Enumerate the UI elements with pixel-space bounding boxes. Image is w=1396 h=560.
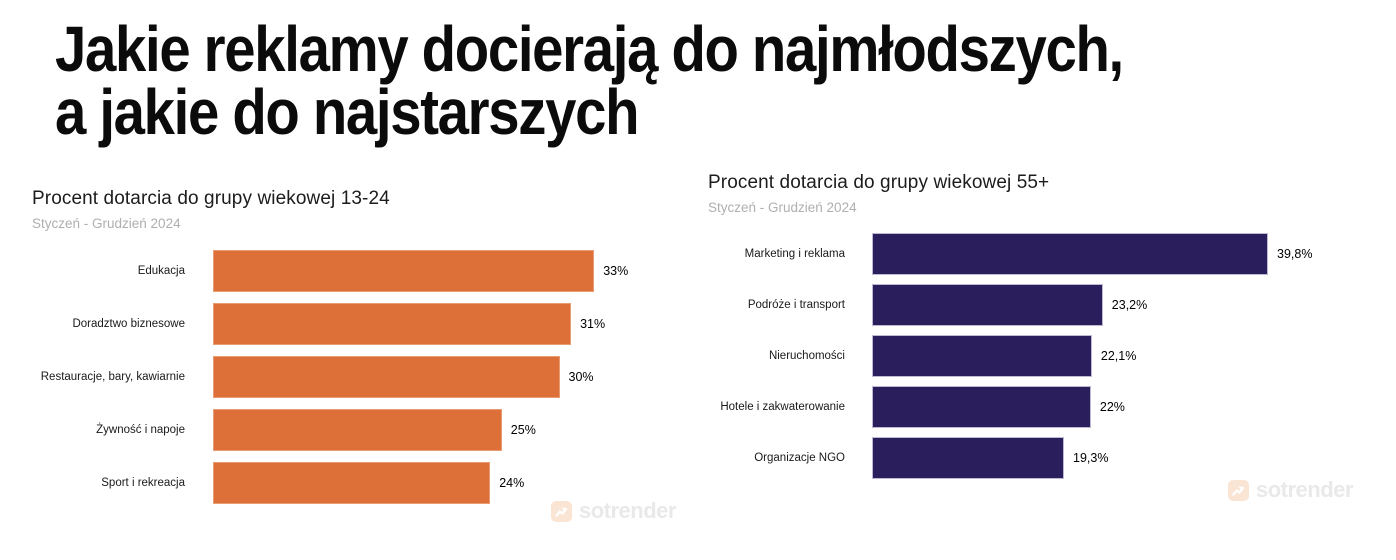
category-label: Żywność i napoje (96, 424, 185, 436)
bar (872, 386, 1091, 428)
bar (872, 335, 1092, 377)
value-label: 33% (603, 264, 629, 278)
sotrender-wordmark: sotrender (579, 498, 676, 523)
chart-title: Procent dotarcia do grupy wiekowej 13-24 (32, 188, 390, 209)
chart-age-55-plus: Procent dotarcia do grupy wiekowej 55+ S… (708, 172, 1388, 479)
chart-subtitle: Styczeń - Grudzień 2024 (708, 200, 857, 215)
value-label: 23,2% (1111, 298, 1148, 312)
bar-row: Żywność i napoje 25% (32, 409, 692, 451)
bar (872, 437, 1064, 479)
category-label: Hotele i zakwaterowanie (720, 401, 845, 413)
bar (213, 250, 595, 292)
value-label: 31% (580, 317, 606, 331)
sotrender-watermark: sotrender (1228, 479, 1353, 501)
category-label: Podróże i transport (747, 299, 845, 311)
bar (872, 284, 1103, 326)
sotrender-watermark: sotrender (551, 500, 676, 522)
value-label: 19,3% (1073, 451, 1109, 465)
bar-rows: Marketing i reklama 39,8% Podróże i transp… (708, 233, 1388, 479)
bar-row: Nieruchomości 22,1% (708, 335, 1388, 377)
bar-row: Hotele i zakwaterowanie 22% (708, 386, 1388, 428)
category-label: Nieruchomości (768, 350, 845, 362)
bar (213, 462, 491, 504)
chart-subtitle: Styczeń - Grudzień 2024 (32, 216, 181, 231)
chart-title: Procent dotarcia do grupy wiekowej 55+ (708, 172, 1050, 193)
page-title-line1: Jakie reklamy docierają do najmłodszych, (55, 13, 1124, 85)
value-label: 22,1% (1100, 349, 1137, 363)
bar-row: Marketing i reklama 39,8% (708, 233, 1388, 275)
bar-row: Edukacja 33% (32, 250, 692, 292)
page-title-line2: a jakie do najstarszych (55, 76, 640, 148)
bar-rows: Edukacja 33% Doradztwo biznesowe 31% Restaur… (32, 250, 692, 504)
chart-age-13-24: Procent dotarcia do grupy wiekowej 13-24… (32, 188, 692, 504)
page-title: Jakie reklamy docierają do najmłodszych,… (55, 13, 1124, 148)
bar (213, 409, 502, 451)
value-label: 22% (1099, 400, 1125, 414)
bar-row: Podróże i transport 23,2% (708, 284, 1388, 326)
category-label: Marketing i reklama (744, 248, 845, 260)
bar (213, 356, 560, 398)
bar-row: Doradztwo biznesowe 31% (32, 303, 692, 345)
bar (213, 303, 572, 345)
bar-row: Restauracje, bary, kawiarnie 30% (32, 356, 692, 398)
trending-up-arrow-icon (1228, 479, 1249, 501)
value-label: 30% (568, 370, 594, 384)
value-label: 24% (499, 476, 525, 490)
value-label: 39,8% (1277, 247, 1313, 261)
trending-up-arrow-icon (551, 500, 572, 522)
bar (872, 233, 1268, 275)
bar-row: Organizacje NGO 19,3% (708, 437, 1388, 479)
category-label: Organizacje NGO (754, 452, 845, 464)
category-label: Restauracje, bary, kawiarnie (40, 371, 185, 383)
category-label: Edukacja (137, 265, 185, 277)
sotrender-wordmark: sotrender (1256, 477, 1353, 502)
value-label: 25% (510, 423, 536, 437)
category-label: Sport i rekreacja (101, 477, 185, 489)
bar-row: Sport i rekreacja 24% (32, 462, 692, 504)
category-label: Doradztwo biznesowe (72, 318, 185, 330)
